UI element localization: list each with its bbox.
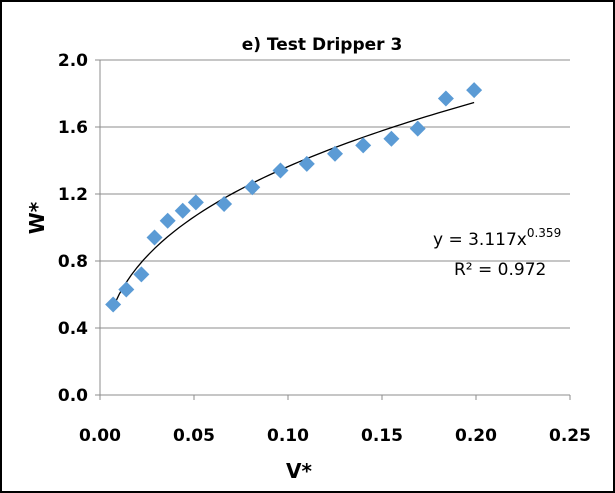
data-point-diamond [298,155,315,172]
x-tick-label: 0.05 [173,426,215,446]
data-points [105,82,483,313]
data-point-diamond [159,212,176,229]
chart-title: e) Test Dripper 3 [242,35,403,55]
x-tick-label: 0.25 [549,426,591,446]
data-point-diamond [105,296,122,313]
x-tick-label: 0.10 [267,426,309,446]
equation-text: y = 3.117x [433,230,527,250]
data-point-diamond [133,266,150,283]
data-point-diamond [272,162,289,179]
y-tick-label: 2.0 [58,51,88,71]
y-tick-label: 1.2 [58,185,88,205]
trendline-group [112,101,475,308]
y-tick-label: 0.4 [58,319,88,339]
y-tick-label: 1.6 [58,118,88,138]
data-point-diamond [187,194,204,211]
data-point-diamond [437,90,454,107]
r-squared-text: R² = 0.972 [454,260,546,280]
trendline-equation: y = 3.117x0.359 R² = 0.972 [433,226,561,280]
data-point-diamond [244,179,261,196]
x-axis-label: V* [286,459,312,483]
data-point-diamond [216,196,233,213]
data-point-diamond [174,202,191,219]
y-tick-label: 0.0 [58,386,88,406]
svg-text:y = 3.117x0.359: y = 3.117x0.359 [433,226,561,250]
axes [95,59,571,400]
tick-labels: 0.0 0.4 0.8 1.2 1.6 2.0 0.00 0.05 0.10 0.15 0.20 0.… [58,51,591,446]
data-point-diamond [327,145,343,162]
data-point-diamond [118,281,135,298]
power-trendline [112,101,475,308]
data-point-diamond [409,120,426,137]
x-tick-label: 0.00 [79,426,121,446]
equation-exponent: 0.359 [527,226,561,240]
x-tick-label: 0.20 [455,426,497,446]
data-point-diamond [355,137,372,154]
data-point-diamond [146,229,163,246]
y-axis-label: W* [25,201,49,234]
y-tick-label: 0.8 [58,252,88,272]
data-point-diamond [383,130,400,147]
data-point-diamond [466,82,483,99]
x-tick-label: 0.15 [361,426,403,446]
gridlines [100,59,570,329]
